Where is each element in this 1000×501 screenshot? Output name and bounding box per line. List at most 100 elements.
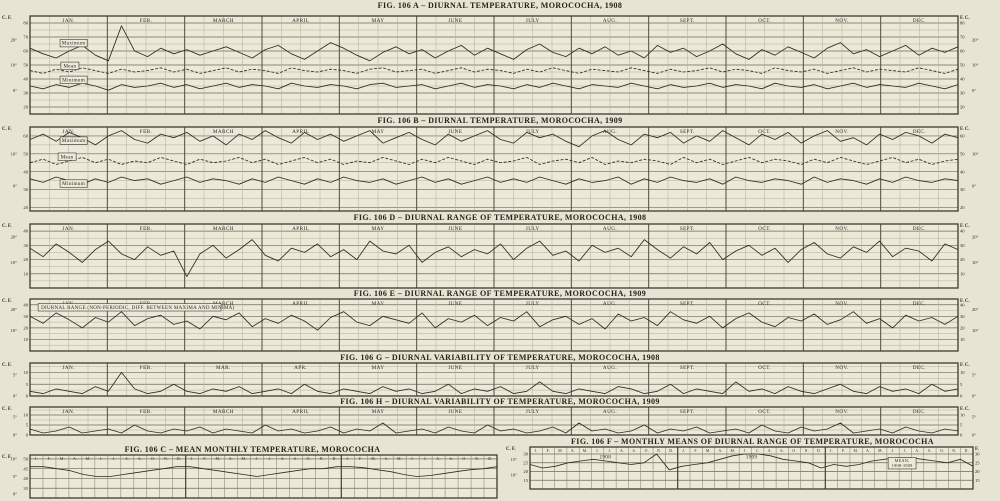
svg-text:AUG.: AUG. bbox=[603, 365, 617, 371]
svg-text:80: 80 bbox=[23, 21, 28, 26]
svg-text:A.: A. bbox=[915, 449, 920, 453]
svg-text:A.: A. bbox=[718, 449, 723, 453]
svg-text:JUNE: JUNE bbox=[448, 301, 462, 307]
svg-text:D.: D. bbox=[817, 449, 822, 453]
svg-text:NOV.: NOV. bbox=[835, 18, 848, 24]
svg-text:JUNE: JUNE bbox=[448, 365, 462, 371]
svg-text:MEAN,: MEAN, bbox=[895, 458, 910, 464]
svg-text:25: 25 bbox=[523, 460, 528, 465]
svg-text:A.: A. bbox=[768, 449, 773, 453]
svg-text:A.: A. bbox=[281, 457, 286, 461]
svg-text:N.: N. bbox=[320, 457, 325, 461]
svg-text:J.: J. bbox=[411, 457, 414, 461]
svg-text:APRIL: APRIL bbox=[292, 18, 309, 24]
svg-text:Maximum: Maximum bbox=[62, 41, 86, 47]
svg-text:40: 40 bbox=[960, 302, 965, 307]
svg-text:F.: F. bbox=[975, 447, 979, 452]
svg-text:JAN.: JAN. bbox=[62, 226, 74, 232]
svg-text:APRIL: APRIL bbox=[292, 409, 309, 415]
svg-text:50: 50 bbox=[23, 151, 28, 156]
svg-text:OCT.: OCT. bbox=[758, 129, 771, 135]
svg-text:MARCH: MARCH bbox=[213, 18, 234, 24]
svg-text:70: 70 bbox=[23, 35, 28, 40]
svg-text:50: 50 bbox=[960, 63, 965, 68]
svg-text:20: 20 bbox=[23, 325, 28, 330]
svg-text:10°: 10° bbox=[972, 328, 979, 333]
svg-text:0: 0 bbox=[960, 394, 963, 399]
svg-text:FEB.: FEB. bbox=[140, 129, 152, 135]
svg-text:5°: 5° bbox=[13, 372, 17, 377]
svg-text:J.: J. bbox=[904, 449, 907, 453]
svg-text:J.: J. bbox=[596, 449, 599, 453]
svg-text:MAY: MAY bbox=[372, 301, 385, 307]
svg-text:D.: D. bbox=[488, 457, 493, 461]
svg-text:30: 30 bbox=[960, 91, 965, 96]
svg-text:Minimum: Minimum bbox=[62, 181, 85, 187]
svg-text:A.: A. bbox=[866, 449, 871, 453]
panel-g-title: FIG. 106 G – DIURNAL VARIABILITY OF TEMP… bbox=[340, 353, 660, 362]
svg-text:10: 10 bbox=[23, 370, 28, 375]
svg-text:M.: M. bbox=[216, 457, 221, 461]
chart-diurnal-variability-1908: JAN. FEB. MAR. APR. MAY JUNE JULY AUG. SEPT. OCT.… bbox=[2, 362, 976, 399]
svg-text:JUNE: JUNE bbox=[448, 226, 462, 232]
svg-text:NOV.: NOV. bbox=[835, 301, 848, 307]
svg-text:10: 10 bbox=[23, 413, 28, 418]
svg-text:FEB.: FEB. bbox=[140, 18, 152, 24]
svg-text:DEC.: DEC. bbox=[913, 301, 926, 307]
svg-text:20: 20 bbox=[23, 105, 28, 110]
svg-text:J.: J. bbox=[346, 457, 349, 461]
svg-text:0°: 0° bbox=[13, 88, 17, 93]
svg-text:10: 10 bbox=[960, 337, 965, 342]
svg-text:J.: J. bbox=[756, 449, 759, 453]
svg-text:M.: M. bbox=[60, 457, 65, 461]
svg-text:A.: A. bbox=[384, 457, 389, 461]
svg-text:40: 40 bbox=[23, 77, 28, 82]
svg-text:20: 20 bbox=[975, 469, 980, 474]
svg-text:SEPT.: SEPT. bbox=[680, 226, 695, 232]
svg-text:70: 70 bbox=[960, 35, 965, 40]
svg-text:JULY: JULY bbox=[526, 18, 540, 24]
svg-text:40: 40 bbox=[23, 229, 28, 234]
svg-text:OCT.: OCT. bbox=[758, 18, 771, 24]
svg-text:0°: 0° bbox=[13, 394, 17, 399]
svg-text:F. C.: F. C. bbox=[960, 407, 970, 412]
svg-text:50: 50 bbox=[23, 457, 28, 462]
svg-text:S.: S. bbox=[928, 449, 932, 453]
svg-text:OCT.: OCT. bbox=[758, 365, 771, 371]
panel-b-title: FIG. 106 B – DIURNAL TEMPERATURE, MOROCO… bbox=[377, 116, 623, 125]
panel-f-title: FIG. 106 F – MONTHLY MEANS OF DIURNAL RA… bbox=[571, 437, 934, 446]
svg-text:30: 30 bbox=[23, 243, 28, 248]
svg-text:20: 20 bbox=[960, 257, 965, 262]
svg-text:S.: S. bbox=[633, 449, 637, 453]
svg-text:APRIL: APRIL bbox=[292, 129, 309, 135]
svg-text:5°: 5° bbox=[13, 415, 17, 420]
svg-text:15: 15 bbox=[975, 478, 980, 483]
svg-text:M.: M. bbox=[730, 449, 735, 453]
svg-text:J.: J. bbox=[191, 457, 194, 461]
svg-text:40: 40 bbox=[23, 169, 28, 174]
svg-text:MARCH: MARCH bbox=[213, 129, 234, 135]
svg-text:APRIL: APRIL bbox=[292, 301, 309, 307]
svg-text:45: 45 bbox=[23, 466, 28, 471]
svg-text:DEC.: DEC. bbox=[913, 129, 926, 135]
panel-h-title: FIG. 106 H – DIURNAL VARIABILITY OF TEMP… bbox=[340, 397, 660, 406]
svg-text:J.: J. bbox=[268, 457, 271, 461]
svg-text:M.: M. bbox=[878, 449, 883, 453]
svg-text:JUNE: JUNE bbox=[448, 409, 462, 415]
svg-text:C. F.: C. F. bbox=[2, 299, 12, 304]
chart-monthly-means-diurnal-range: J. F. M. A. M. J. J. A. S. O. N. D. J. F. M. A. M. J. J. A.… bbox=[506, 446, 980, 490]
svg-text:J.: J. bbox=[535, 449, 538, 453]
svg-text:0°: 0° bbox=[972, 433, 976, 438]
svg-text:DEC.: DEC. bbox=[913, 365, 926, 371]
panel-e-title: FIG. 106 E – DIURNAL RANGE OF TEMPERATUR… bbox=[353, 289, 647, 298]
svg-text:1909: 1909 bbox=[746, 454, 758, 460]
svg-text:AUG.: AUG. bbox=[603, 409, 617, 415]
svg-text:30: 30 bbox=[23, 91, 28, 96]
svg-text:C. F.: C. F. bbox=[506, 447, 516, 452]
svg-text:10°: 10° bbox=[511, 473, 518, 478]
svg-text:40: 40 bbox=[23, 476, 28, 481]
svg-text:O.: O. bbox=[462, 457, 467, 461]
svg-text:O.: O. bbox=[940, 449, 945, 453]
svg-text:0°: 0° bbox=[972, 88, 976, 93]
